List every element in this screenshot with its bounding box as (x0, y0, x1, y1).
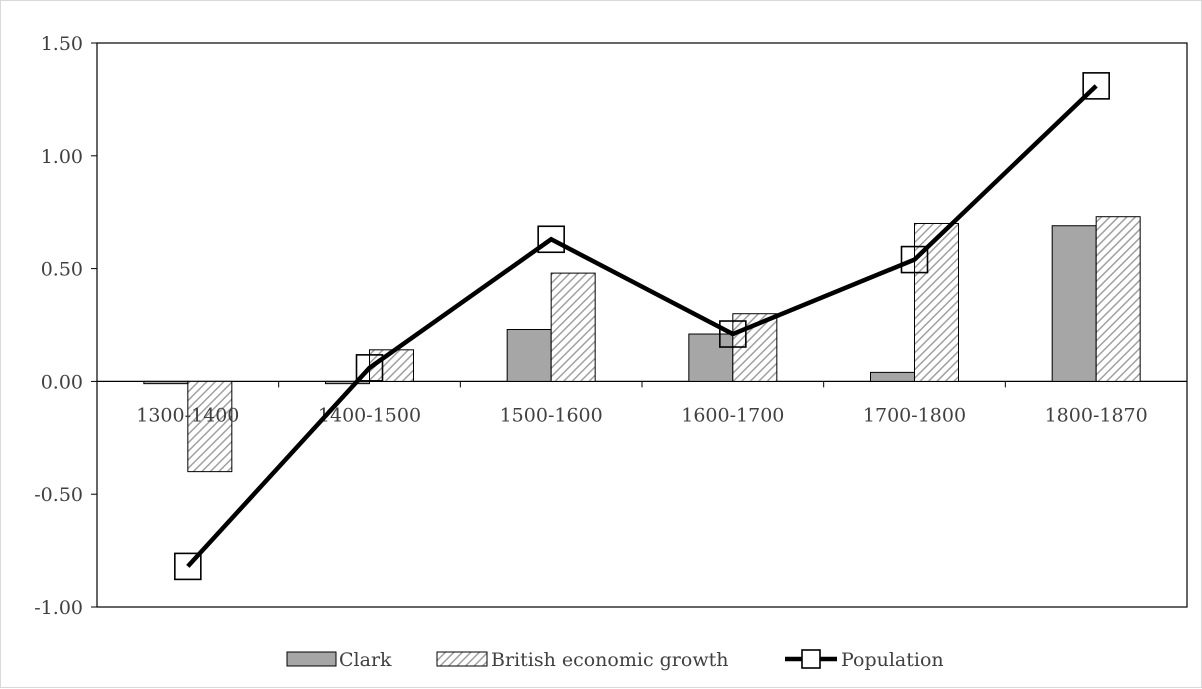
y-tick-label: 0.50 (41, 259, 83, 281)
bar-british-growth (187, 380, 233, 473)
legend-swatch-population-marker (801, 649, 821, 669)
y-tick-label: -0.50 (34, 484, 83, 506)
legend-swatch-clark (286, 651, 337, 667)
population-marker (900, 245, 929, 274)
bar-british-growth (550, 272, 596, 382)
x-category-label: 1800-1870 (1045, 404, 1148, 426)
population-marker (719, 320, 747, 348)
population-marker (537, 225, 565, 254)
x-category-label: 1300-1400 (136, 404, 239, 426)
y-tick-label: 0.00 (41, 371, 83, 393)
population-marker (174, 552, 202, 581)
bar-british-growth (1095, 216, 1141, 382)
plot-area-border (96, 42, 1188, 608)
x-category-label: 1600-1700 (681, 404, 784, 426)
legend-label-clark: Clark (339, 649, 392, 671)
legend-label-population: Population (841, 649, 944, 671)
bar-clark (688, 333, 734, 382)
y-tick-label: 1.00 (41, 146, 83, 168)
y-tick-label: -1.00 (34, 597, 83, 619)
bar-clark (870, 371, 915, 382)
legend-swatch-british-growth (436, 651, 488, 667)
bar-clark (506, 329, 552, 382)
y-tick-label: 1.50 (41, 33, 83, 55)
population-line (186, 84, 1098, 568)
bar-clark (325, 380, 370, 385)
legend-label-british-growth: British economic growth (491, 649, 728, 671)
bar-clark (143, 380, 189, 385)
population-marker (355, 354, 384, 382)
population-marker (1082, 72, 1110, 100)
bar-british-growth (369, 349, 414, 382)
x-category-label: 1400-1500 (318, 404, 421, 426)
x-category-label: 1500-1600 (500, 404, 603, 426)
bar-clark (1051, 225, 1097, 382)
x-category-label: 1700-1800 (863, 404, 966, 426)
